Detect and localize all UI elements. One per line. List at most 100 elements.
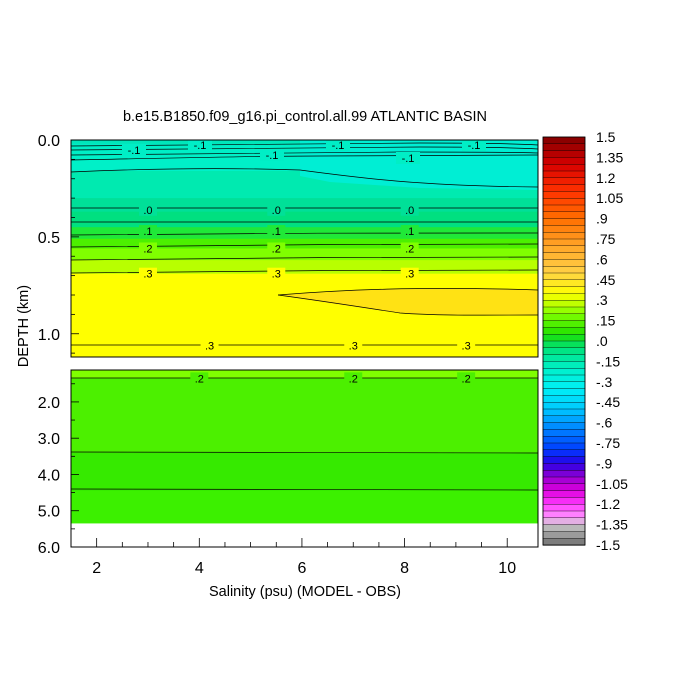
upper-contour-label-4-2: .3 [400,267,419,281]
colorbar-label: .9 [596,211,608,227]
colorbar-box-52 [542,490,586,499]
lower-y-tick-label: 5.0 [38,504,60,521]
colorbar-label: 1.2 [596,170,616,186]
colorbar-label: .6 [596,251,608,267]
upper-contour-label-1-0-text: .0 [143,205,152,217]
colorbar-label: .15 [596,313,616,329]
upper-warm-lens [278,288,538,316]
colorbar-label: 1.5 [596,129,616,145]
upper-contour-label-3-2-text: .2 [405,244,414,256]
colorbar-box-45 [542,442,586,451]
upper-contour-label-1-2: .0 [400,203,419,217]
near-surface-label-5-text: -.1 [468,140,481,152]
x-tick-label: 2 [92,560,101,577]
x-tick-label: 6 [297,560,306,577]
colorbar-box-23 [542,293,586,301]
colorbar-box-41 [542,415,586,424]
upper-contour-label-2-1: .1 [267,225,286,238]
upper-contour-label-5-2-bg [457,339,476,352]
near-surface-label-5-bg [462,140,486,151]
upper-contour-label-3-2-bg [400,242,419,255]
upper-contour-line-3 [71,154,538,161]
colorbar-box-34 [542,368,586,376]
near-surface-label-1: -.1 [122,144,146,157]
upper-y-tick-label: 0.0 [38,133,60,150]
colorbar-box-58 [542,531,586,539]
near-surface-label-4-text: -.1 [402,153,415,165]
colorbar-label: 1.05 [596,190,623,206]
lower-band-3 [71,490,538,525]
colorbar-box-37 [542,388,586,397]
colorbar-label: -.6 [596,415,613,431]
upper-contour-label-1-2-bg [400,203,419,216]
x-tick-label: 10 [498,560,516,577]
colorbar-box-8 [542,191,586,199]
upper-contour-line-1 [71,146,538,151]
upper-contour-label-5-0-text: .3 [205,340,214,352]
upper-band-5 [71,211,538,228]
colorbar-box-33 [542,361,586,369]
upper-contour-label-5-1-bg [344,339,363,352]
colorbar-box-26 [542,313,586,322]
upper-contour-label-5-2-text: .3 [462,340,471,352]
colorbar-box-17 [542,252,586,261]
colorbar-label: .75 [596,231,616,247]
colorbar-box-38 [542,395,586,403]
colorbar-label: .3 [596,292,608,308]
upper-contour-line-4 [71,168,538,188]
lower-contour-line-1 [71,451,538,454]
colorbar-box-22 [542,286,586,295]
x-tick-label: 8 [400,560,409,577]
colorbar-box-3 [542,157,586,165]
colorbar-box-54 [542,504,586,512]
colorbar-box-9 [542,197,586,206]
upper-y-tick-label: 0.5 [38,230,60,247]
colorbar-box-18 [542,259,586,267]
colorbar-box-19 [542,266,586,274]
lower-contour-label-0-0: .2 [190,372,209,385]
upper-contour-label-1-1-text: .0 [272,205,281,217]
near-surface-label-1-text: -.1 [128,145,141,157]
upper-contour-label-2-2-bg [400,225,419,238]
upper-contour-label-5-0: .3 [200,339,219,352]
near-surface-label-2-bg [260,149,284,161]
near-surface-label-3-bg [326,140,350,151]
colorbar-label: -1.35 [596,517,628,533]
colorbar-box-40 [542,408,586,417]
near-surface-label-0-text: -.1 [194,140,207,152]
colorbar-box-49 [542,470,586,478]
upper-contour-label-1-0-bg [138,203,157,216]
colorbar-box-10 [542,204,586,213]
colorbar-box-42 [542,422,586,431]
colorbar-label: -1.2 [596,496,620,512]
near-surface-label-4: -.1 [396,152,420,165]
lower-contour-label-0-2: .2 [457,372,476,385]
lower-y-tick-label: 2.0 [38,395,60,412]
upper-contour-label-4-1-text: .3 [272,269,281,281]
upper-contour-label-3-1-text: .2 [272,244,281,256]
colorbar-label: .0 [596,333,608,349]
colorbar-label: -.3 [596,374,613,390]
near-surface-label-4-bg [396,152,420,164]
colorbar-box-4 [542,163,586,172]
lower-y-tick-label: 3.0 [38,431,60,448]
colorbar-box-15 [542,238,586,247]
upper-contour-label-2-0: .1 [138,225,157,238]
near-surface-label-2: -.1 [260,149,284,162]
near-surface-label-2-text: -.1 [266,150,279,162]
colorbar-label: -1.5 [596,537,620,553]
upper-contour-label-3-0-text: .2 [143,244,152,256]
near-surface-label-3: -.1 [326,140,350,152]
upper-contour-label-2-0-bg [138,225,157,238]
colorbar-box-14 [542,231,586,240]
upper-contour-label-2-1-bg [267,225,286,238]
colorbar-box-0 [542,136,586,145]
upper-panel-contours: -.1 -.1 -.1 -.1 -.1 -.1 .0 .0 .0 .1 .1 .1 .2 .2 .2 .3 .3… [71,140,538,352]
upper-contour-label-3-1: .2 [267,242,286,256]
colorbar-frame [542,136,586,546]
near-surface-label-0-bg [188,140,212,151]
upper-contour-label-5-1: .3 [344,339,363,352]
upper-contour-label-1-0: .0 [138,203,157,217]
lower-panel-frame [70,369,539,548]
